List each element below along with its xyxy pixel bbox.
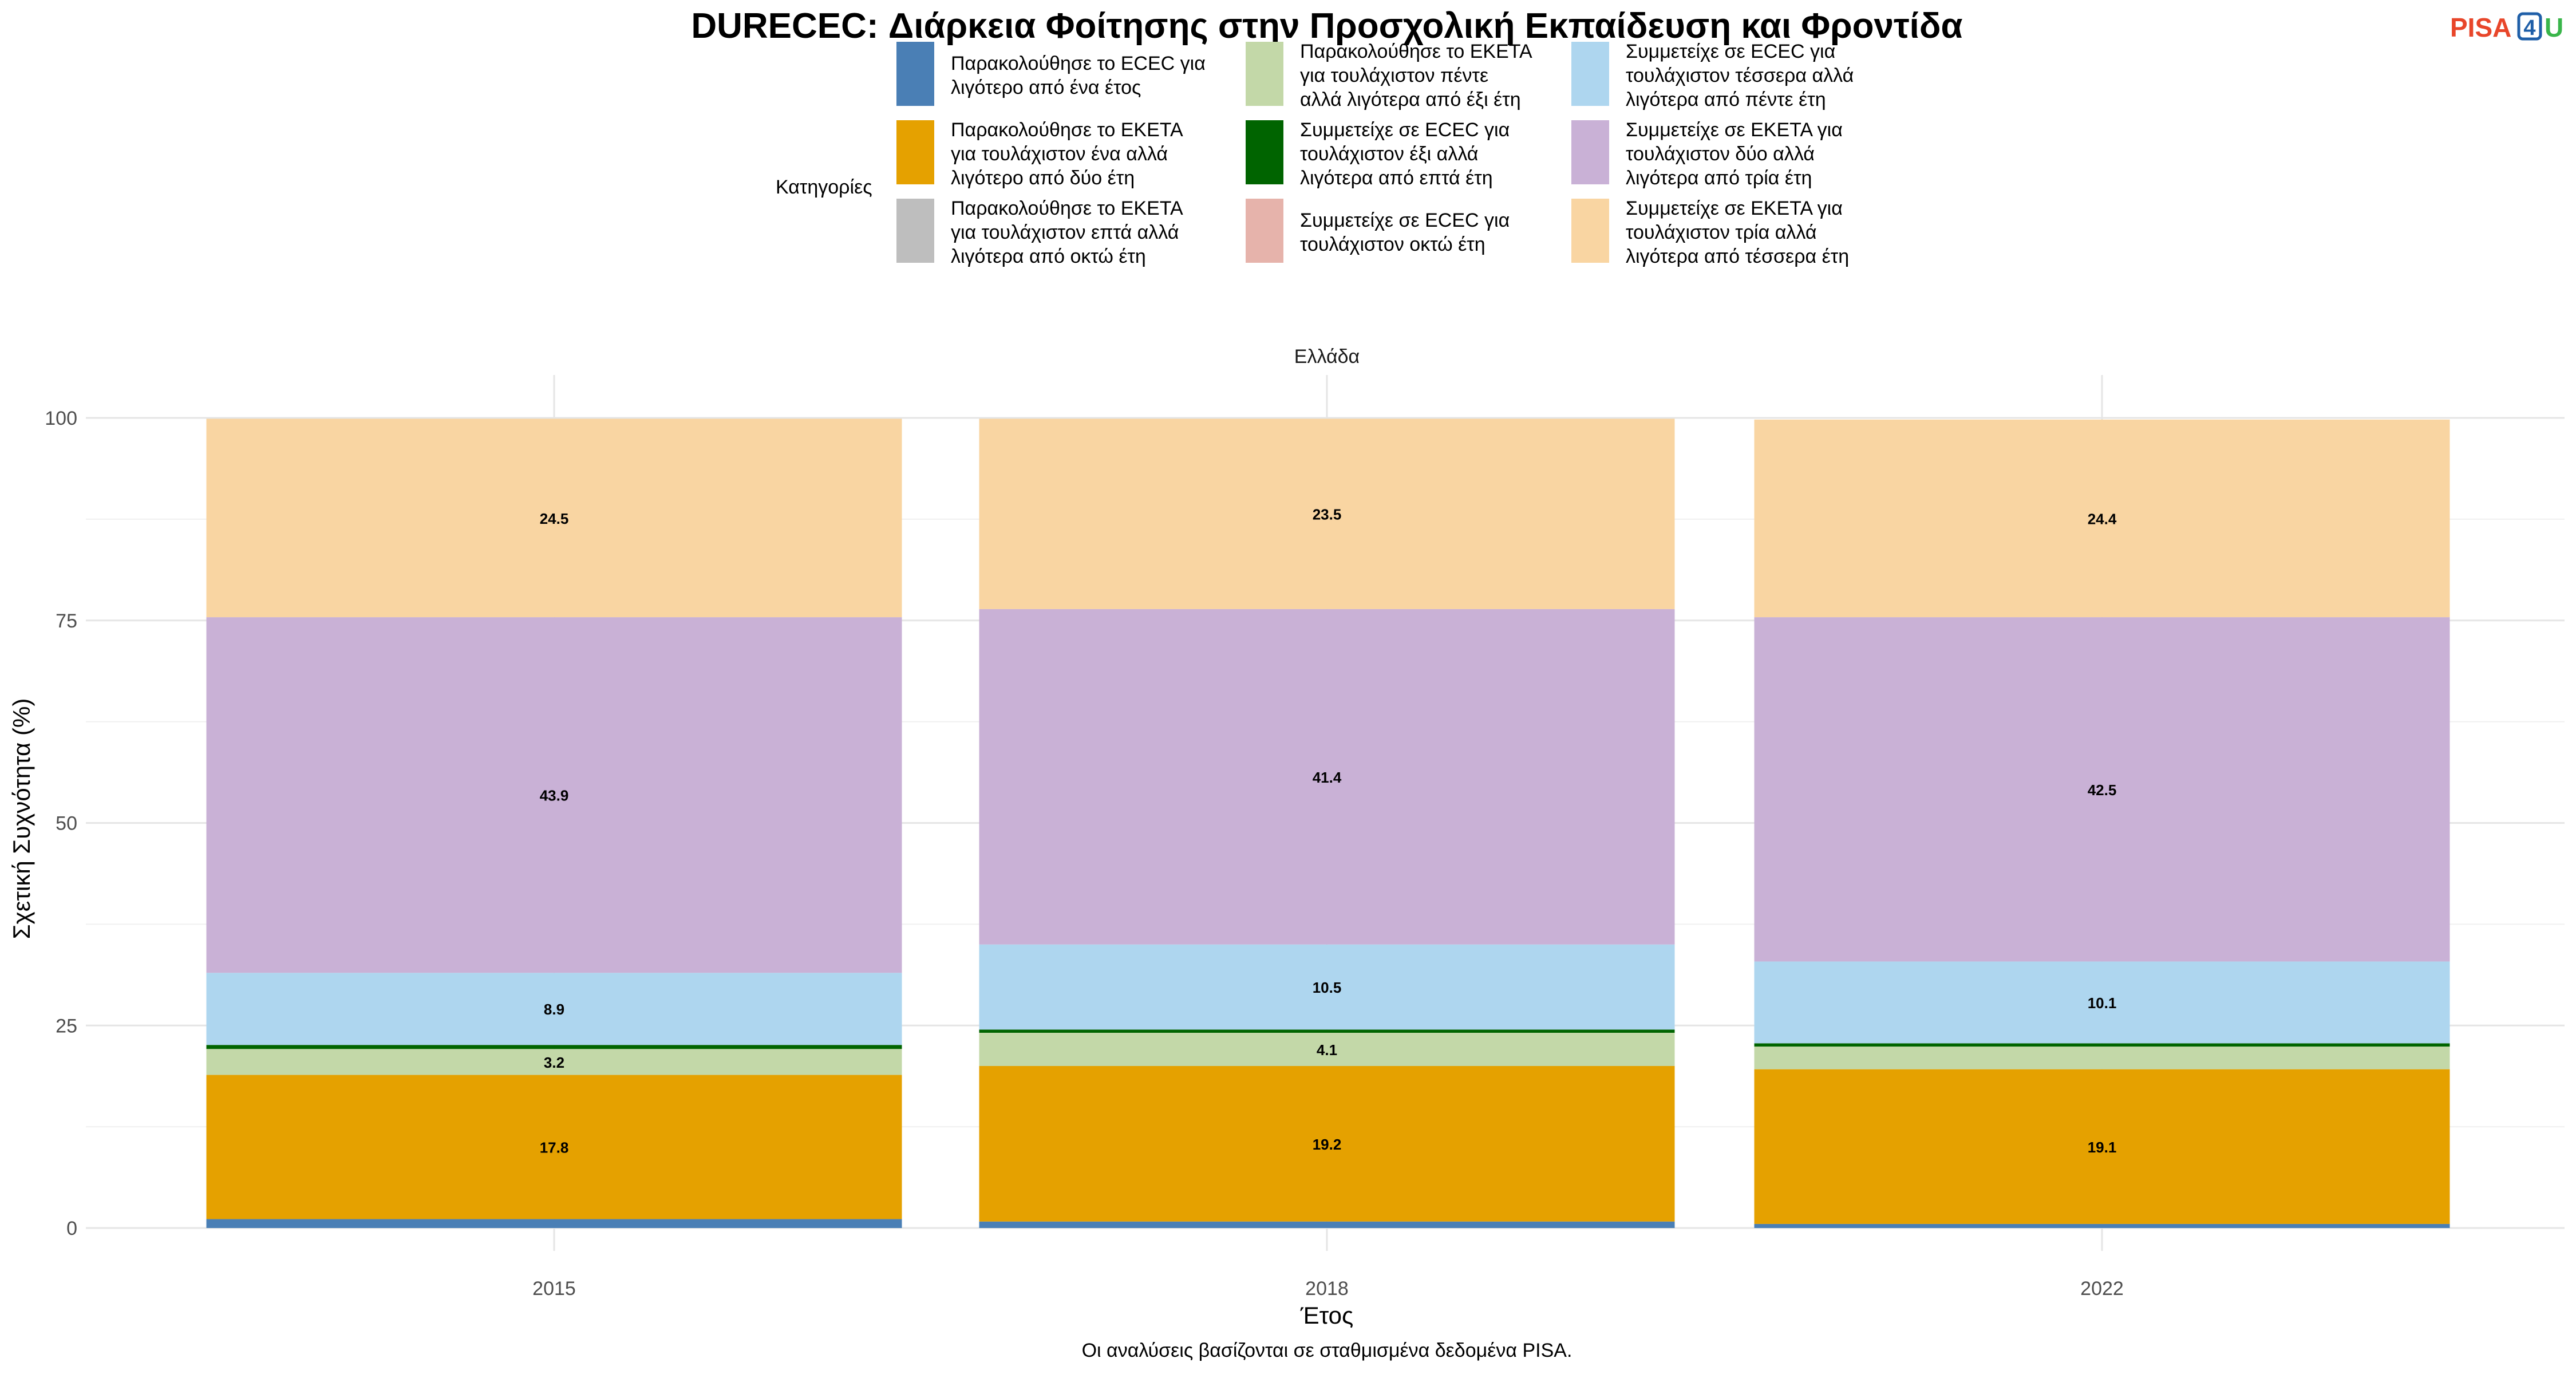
y-tick-label: 25 [56, 1015, 77, 1037]
bar-segment [206, 1075, 902, 1219]
legend-item: Παρακολούθησε το ΕΚΕΤΑ για τουλάχιστον επ… [896, 198, 1183, 267]
bar-segment [1754, 1043, 2450, 1047]
logo-pisa-text: PISA [2450, 13, 2511, 42]
data-label: 42.5 [2088, 781, 2117, 799]
legend-key [1246, 42, 1283, 106]
data-label: 19.2 [1313, 1136, 1342, 1153]
bar-segment [979, 944, 1675, 1030]
bar-segment [206, 1049, 902, 1075]
bar-segment [1754, 617, 2450, 962]
logo-box [2517, 12, 2542, 41]
data-label: 41.4 [1313, 769, 1342, 786]
legend-label: Παρακολούθησε το ΕΚΕΤΑ για τουλάχιστον πέ… [1300, 41, 1532, 110]
bar-segment [1754, 419, 2450, 618]
x-axis-ticks: 2015 2018 2022 [532, 1278, 2124, 1300]
bar-segment [979, 1221, 1675, 1228]
data-label: 19.1 [2088, 1139, 2117, 1156]
bar-segment [206, 418, 902, 618]
y-tick-label: 0 [66, 1218, 77, 1239]
bars [206, 418, 2450, 1228]
logo-4-text: 4 [2523, 16, 2535, 40]
bar-segment [1754, 1223, 2450, 1228]
y-axis-ticks: 0 25 50 75 100 [45, 408, 77, 1239]
bar-segment [206, 1045, 902, 1049]
x-tick-label: 2015 [532, 1278, 576, 1300]
legend-item: Συμμετείχε σε ECEC για τουλάχιστον έξι αλ… [1246, 119, 1510, 189]
legend-label: Συμμετείχε σε ΕΚΕΤΑ για τουλάχιστον δύο α… [1626, 119, 1843, 189]
chart-title: DURECEC: Διάρκεια Φοίτησης στην Προσχολι… [691, 6, 1962, 46]
legend-label: Συμμετείχε σε ECEC για τουλάχιστον τέσσερ… [1626, 41, 1854, 110]
bar-segment [206, 973, 902, 1045]
legend-label: Παρακολούθησε το ΕΚΕΤΑ για τουλάχιστον επ… [951, 198, 1183, 267]
facet-label: Ελλάδα [1294, 346, 1360, 368]
bar-segment [1754, 1069, 2450, 1224]
legend-item: Συμμετείχε σε ECEC για τουλάχιστον τέσσερ… [1571, 41, 1854, 110]
bar-segment [1754, 961, 2450, 1044]
legend-label: Συμμετείχε σε ΕΚΕΤΑ για τουλάχιστον τρία … [1626, 198, 1849, 267]
y-axis-label: Σχετική Συχνότητα (%) [8, 698, 35, 939]
data-label: 8.9 [544, 1001, 564, 1018]
bar-segment [979, 1029, 1675, 1033]
x-tick-label: 2022 [2080, 1278, 2124, 1300]
legend-label: Παρακολούθησε το ECEC για λιγότερο από έν… [951, 53, 1206, 98]
legend: Παρακολούθησε το ECEC για λιγότερο από έν… [896, 41, 1854, 267]
data-label: 10.1 [2088, 994, 2117, 1012]
bar-segment [206, 1219, 902, 1228]
y-tick-label: 75 [56, 610, 77, 632]
data-label: 43.9 [540, 787, 569, 804]
bar-segment [979, 1066, 1675, 1222]
legend-label: Συμμετείχε σε ECEC για τουλάχιστον οκτώ έ… [1300, 210, 1510, 255]
bar-segment [206, 617, 902, 973]
segment-labels: 17.8 3.2 8.9 43.9 24.5 19.2 4.1 10.5 41.4 23.5 19.… [540, 506, 2117, 1156]
data-label: 23.5 [1313, 506, 1342, 523]
legend-key [1246, 120, 1283, 184]
legend-key [1571, 42, 1609, 106]
data-label: 3.2 [544, 1054, 564, 1071]
legend-key [1571, 199, 1609, 263]
legend-key [896, 199, 934, 263]
legend-item: Παρακολούθησε το ΕΚΕΤΑ για τουλάχιστον πέ… [1246, 41, 1532, 110]
legend-item: Παρακολούθησε το ECEC για λιγότερο από έν… [896, 42, 1206, 106]
legend-item: Συμμετείχε σε ECEC για τουλάχιστον οκτώ έ… [1246, 199, 1510, 263]
legend-item: Παρακολούθησε το ΕΚΕΤΑ για τουλάχιστον έν… [896, 119, 1183, 189]
x-tick-label: 2018 [1305, 1278, 1349, 1300]
legend-label: Παρακολούθησε το ΕΚΕΤΑ για τουλάχιστον έν… [951, 119, 1183, 189]
pisa4u-logo: PISA [2450, 13, 2511, 42]
legend-item: Συμμετείχε σε ΕΚΕΤΑ για τουλάχιστον τρία … [1571, 198, 1849, 267]
legend-key [896, 42, 934, 106]
data-label: 4.1 [1317, 1041, 1337, 1059]
bar-segment [979, 1032, 1675, 1066]
caption: Οι αναλύσεις βασίζονται σε σταθμισμένα δ… [1082, 1340, 1573, 1361]
logo-u-text: U [2545, 13, 2563, 42]
bar-segment [979, 609, 1675, 945]
bar-segment [1754, 1047, 2450, 1069]
legend-label: Συμμετείχε σε ECEC για τουλάχιστον έξι αλ… [1300, 119, 1510, 189]
y-tick-label: 50 [56, 813, 77, 835]
legend-key [1571, 120, 1609, 184]
data-label: 10.5 [1313, 979, 1342, 996]
legend-title: Κατηγορίες [776, 176, 872, 198]
data-label: 24.5 [540, 510, 569, 527]
legend-item: Συμμετείχε σε ΕΚΕΤΑ για τουλάχιστον δύο α… [1571, 119, 1843, 189]
x-axis-label: Έτος [1300, 1302, 1354, 1329]
y-tick-label: 100 [45, 408, 77, 429]
legend-key [896, 120, 934, 184]
data-label: 17.8 [540, 1139, 569, 1156]
data-label: 24.4 [2088, 510, 2117, 527]
bar-segment [979, 418, 1675, 609]
legend-key [1246, 199, 1283, 263]
